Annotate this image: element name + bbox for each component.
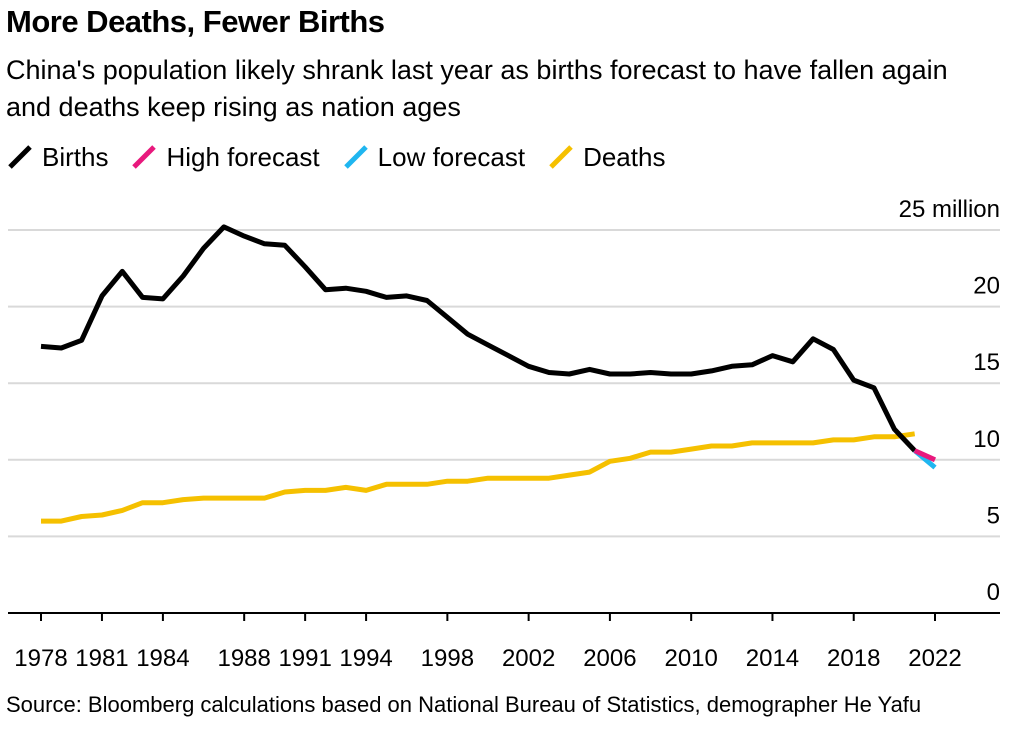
x-tick-label-2014: 2014 <box>746 645 799 672</box>
x-tick-label-1978: 1978 <box>14 645 67 672</box>
legend-label-deaths: Deaths <box>583 141 666 172</box>
y-tick-label-20: 20 <box>973 273 1000 300</box>
legend: Births High forecast Low forecast Deaths <box>6 140 687 174</box>
chart-subtitle: China's population likely shrank last ye… <box>6 55 948 122</box>
deaths-swatch-icon <box>549 145 573 169</box>
births-swatch-icon <box>8 145 32 169</box>
source-note: Source: Bloomberg calculations based on … <box>6 692 922 717</box>
x-tick-label-1984: 1984 <box>136 645 189 672</box>
series-line-births <box>40 224 917 453</box>
y-axis-tick-labels: 0 5 10 15 20 25 million <box>899 196 1000 606</box>
legend-item-low-forecast: Low forecast <box>342 142 525 173</box>
y-tick-label-10: 10 <box>973 426 1000 453</box>
gridlines <box>8 229 1000 538</box>
series-line-high-forecast <box>913 448 937 463</box>
x-tick-label-1994: 1994 <box>339 645 392 672</box>
x-tick-label-2022: 2022 <box>908 645 961 672</box>
x-tick-label-2002: 2002 <box>502 645 555 672</box>
legend-item-high-forecast: High forecast <box>130 141 320 173</box>
series-lines <box>40 224 937 524</box>
chart-title: More Deaths, Fewer Births <box>6 4 385 39</box>
x-tick-label-2010: 2010 <box>664 645 717 672</box>
x-tick-label-1991: 1991 <box>278 645 331 672</box>
y-tick-label-0: 0 <box>987 579 1000 606</box>
x-tick-label-2006: 2006 <box>583 645 636 672</box>
legend-label-low-forecast: Low forecast <box>377 141 526 172</box>
y-tick-label-25: 25 million <box>899 196 1000 223</box>
low-forecast-swatch-icon <box>343 145 368 169</box>
high-forecast-swatch-icon <box>132 145 157 169</box>
x-tick-label-2018: 2018 <box>827 645 880 672</box>
y-tick-label-15: 15 <box>973 349 1000 376</box>
legend-label-births: Births <box>42 141 109 172</box>
y-tick-label-5: 5 <box>987 502 1000 529</box>
legend-label-high-forecast: High forecast <box>166 141 320 172</box>
x-tick-label-1981: 1981 <box>75 645 128 672</box>
x-axis: 1978 1981 1984 1988 1991 1994 1998 2002 2006 2010… <box>8 612 1000 672</box>
series-line-deaths <box>41 431 916 524</box>
x-tick-label-1998: 1998 <box>421 645 474 672</box>
x-tick-label-1988: 1988 <box>217 645 270 672</box>
legend-item-births: Births <box>6 142 108 173</box>
legend-item-deaths: Deaths <box>547 142 665 173</box>
